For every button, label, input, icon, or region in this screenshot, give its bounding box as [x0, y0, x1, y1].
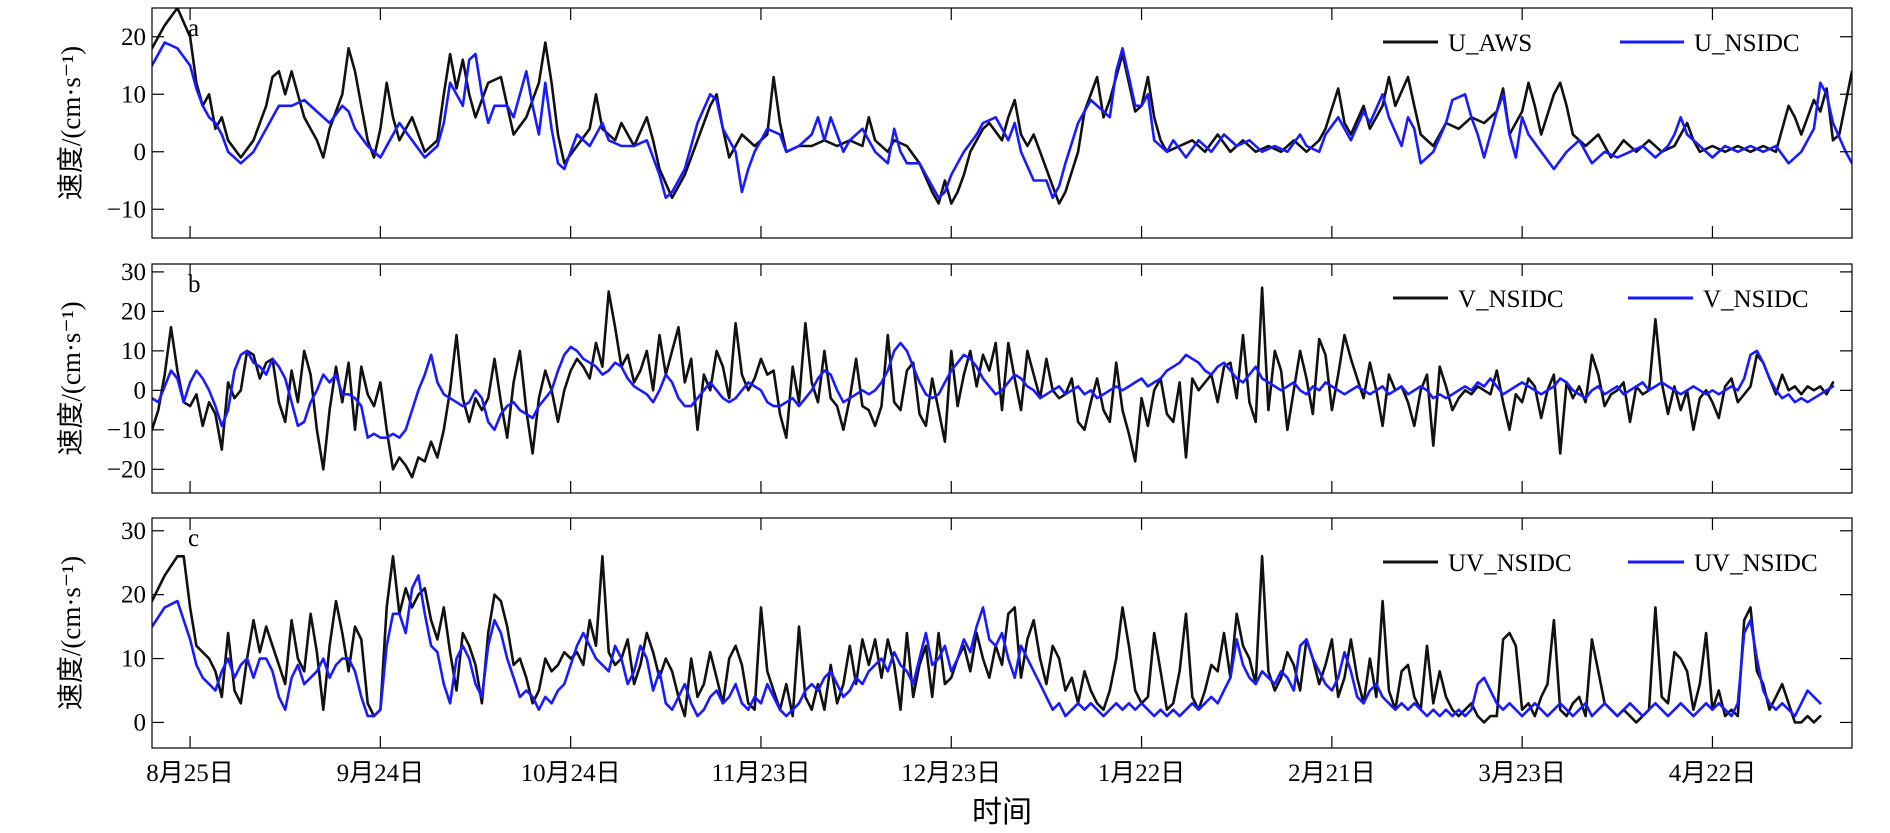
- y-tick-label: 0: [134, 377, 147, 404]
- legend: UV_NSIDC UV_NSIDC: [1383, 550, 1818, 577]
- series-group: [152, 286, 1835, 479]
- series-line-b-black: [152, 286, 1835, 479]
- y-axis-label: 速度/(cm·s⁻¹): [56, 46, 86, 200]
- legend: V_NSIDC V_NSIDC: [1393, 286, 1809, 313]
- series-line-a-black: [152, 8, 1852, 205]
- x-axis-label: 时间: [972, 796, 1032, 829]
- y-tick-label: 10: [121, 81, 146, 108]
- x-tick-label: 1月22日: [1098, 760, 1186, 787]
- y-tick-label: 20: [121, 582, 146, 609]
- legend-label: UV_NSIDC: [1448, 550, 1572, 577]
- legend-label: V_NSIDC: [1703, 286, 1809, 313]
- x-tick-label: 11月23日: [711, 760, 810, 787]
- x-tick-label: 2月21日: [1288, 760, 1376, 787]
- y-tick-label: 20: [121, 24, 146, 51]
- y-tick-label: 10: [121, 646, 146, 673]
- x-tick-label: 8月25日: [146, 760, 234, 787]
- y-tick-label: 20: [121, 298, 146, 325]
- y-tick-label: 30: [121, 518, 146, 545]
- y-tick-label: 30: [121, 259, 146, 286]
- plot-frame: [151, 517, 1853, 749]
- y-tick-label: 0: [134, 709, 147, 736]
- y-tick-label: 0: [134, 139, 147, 166]
- legend-label: V_NSIDC: [1458, 286, 1564, 313]
- y-tick-label: −10: [107, 196, 146, 223]
- x-tick-label: 12月23日: [901, 760, 1001, 787]
- x-tick-label: 4月22日: [1669, 760, 1757, 787]
- y-axis-label: 速度/(cm·s⁻¹): [56, 556, 86, 710]
- series-line-c-blue: [152, 574, 1822, 718]
- y-tick-label: −10: [107, 417, 146, 444]
- plot-frame: [151, 263, 1853, 494]
- legend: U_AWS U_NSIDC: [1383, 30, 1800, 57]
- plot-frame: [151, 7, 1853, 239]
- series-group: [152, 555, 1822, 724]
- y-tick-label: −20: [107, 456, 146, 483]
- panel-b: −20 −10 0 10 20 30 速度/(cm·s⁻¹) b V_NSIDC V_NSIDC: [56, 259, 1853, 494]
- x-tick-label: 3月23日: [1478, 760, 1566, 787]
- y-tick-label: 10: [121, 338, 146, 365]
- legend-label: U_NSIDC: [1694, 30, 1800, 57]
- x-tick-label: 10月24日: [521, 760, 621, 787]
- panel-a: −10 0 10 20 速度/(cm·s⁻¹) a U_AWS U_NSIDC: [56, 7, 1853, 239]
- series-line-a-blue: [152, 41, 1852, 200]
- panel-letter: a: [188, 15, 199, 42]
- series-group: [152, 8, 1852, 205]
- panel-c: 0 10 20 30 速度/(cm·s⁻¹) c UV_NSIDC UV_NSIDC: [56, 517, 1853, 749]
- legend-label: UV_NSIDC: [1694, 550, 1818, 577]
- panel-letter: c: [188, 525, 199, 552]
- x-tick-label: 9月24日: [337, 760, 425, 787]
- series-line-b-blue: [152, 341, 1835, 439]
- legend-label: U_AWS: [1448, 30, 1532, 57]
- panel-letter: b: [188, 271, 201, 298]
- y-axis-label: 速度/(cm·s⁻¹): [56, 301, 86, 455]
- series-line-c-black: [152, 555, 1822, 724]
